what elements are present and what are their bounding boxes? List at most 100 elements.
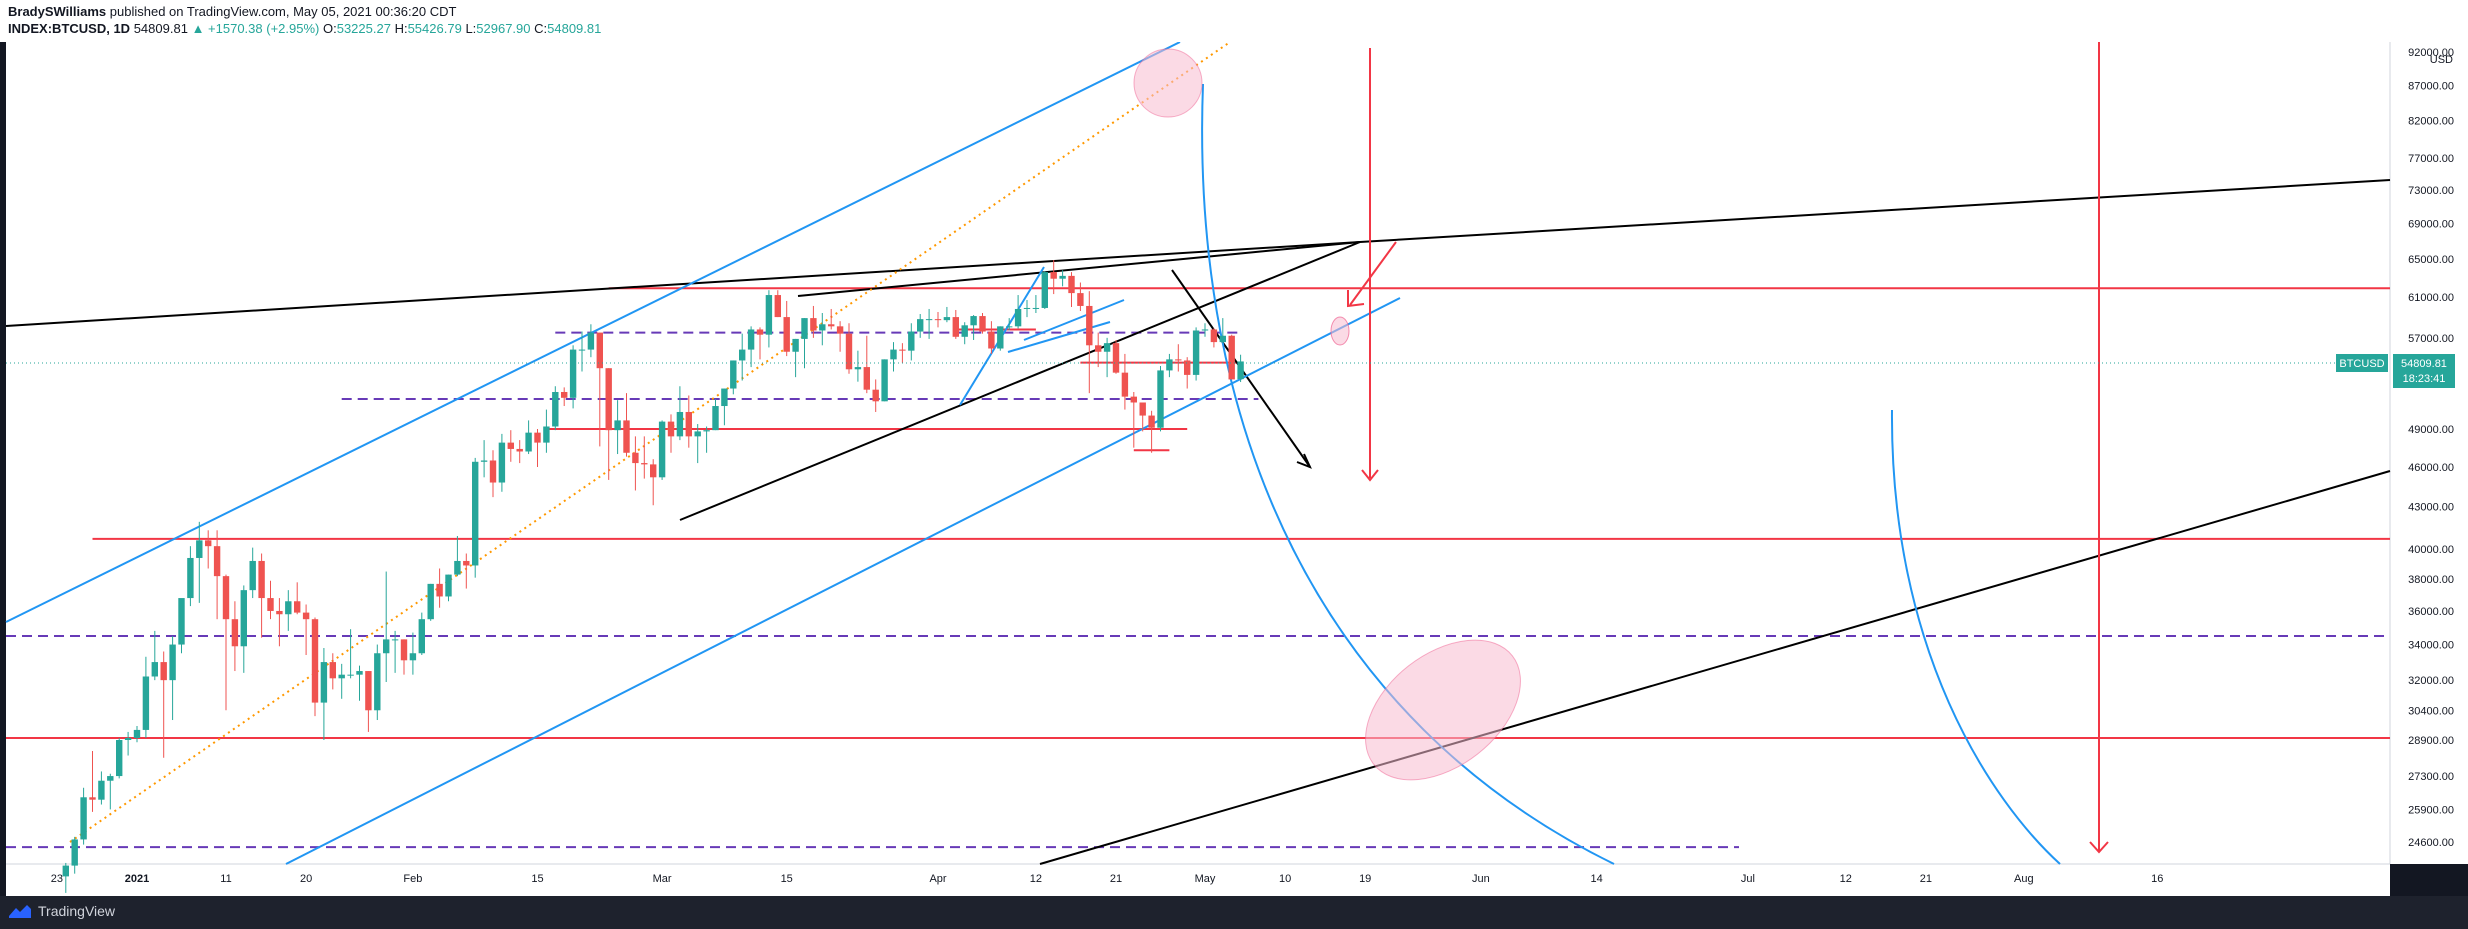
candle-body [543,426,550,443]
candle-body [863,367,870,390]
black-trendline [1039,470,2391,865]
candle-body [311,619,319,703]
candle-body [1095,345,1102,352]
candle-body [525,432,532,452]
candle-body [249,560,256,591]
time-axis[interactable] [6,864,2390,896]
candle-body [1175,359,1182,361]
price-tag-value: 54809.81 [2401,358,2447,370]
candle-body [374,653,381,711]
candle-body [472,461,479,566]
candle-body [391,639,399,641]
candle-body [845,333,853,370]
candle-body [1184,360,1191,375]
blue-channel-line [1023,299,1125,341]
candle-body [169,644,176,681]
candle-body [1032,307,1040,309]
candle-body [552,391,559,427]
price-tick-label: 57000.00 [2408,333,2454,345]
candle-body [694,431,701,437]
candle-body [222,576,230,620]
publish-date: published on TradingView.com, May 05, 20… [109,4,457,19]
candle-body [623,420,630,453]
candle-body [1059,275,1066,279]
candle-body [480,460,488,462]
candle-body [1157,370,1164,428]
candle-body [1166,359,1173,371]
price-change: ▲ +1570.38 (+2.95%) [191,21,320,36]
red-diagonal-arrow [1349,241,1397,306]
candle-body [961,325,968,337]
candle-body [1050,272,1057,279]
candle-body [658,421,666,478]
candle-body [1121,372,1129,397]
price-tick-label: 43000.00 [2408,502,2454,514]
candle-body [605,368,612,431]
candle-body [756,329,764,335]
last-price: 54809.81 [133,21,188,36]
blue-channel-line [1007,321,1111,353]
candle-body [881,359,888,402]
candle-body [409,653,417,661]
time-tick-label: Apr [929,873,946,885]
candle-body [1201,329,1209,331]
candle-body [178,598,185,645]
candle-body [151,662,158,677]
price-tick-label: 30400.00 [2408,705,2454,717]
price-chart[interactable]: 92000.00 87000.00 82000.00 77000.00 73000.00… [0,42,2468,896]
candle-body [872,389,879,402]
candle-body [979,316,986,332]
candle-body [276,610,283,615]
price-tick-label: 82000.00 [2408,116,2454,128]
time-tick-label: 21 [1110,873,1122,885]
time-tick-label: 20 [300,873,312,885]
blue-channel-line [5,42,1181,623]
price-tick-label: 65000.00 [2408,254,2454,266]
highlight-ellipse [1330,316,1350,346]
candle-body [943,317,951,321]
candle-body [294,601,301,613]
candle-body [436,583,443,597]
header-bar: BradySWilliams published on TradingView.… [0,0,2468,42]
candle-body [400,639,408,661]
candle-body [988,331,995,349]
candle-body [917,319,924,332]
price-tick-label: 61000.00 [2408,292,2454,304]
blue-arc [1201,83,1615,865]
candle-body [1023,307,1031,309]
candle-body [792,338,799,352]
candle-body [142,676,150,730]
candle-body [285,601,292,615]
candle-body [747,329,755,350]
candle-body [1086,305,1093,346]
time-tick-label: 12 [1840,873,1852,885]
candle-body [187,557,194,599]
chart-pane[interactable] [6,42,2390,864]
candle-body [347,674,354,676]
time-tick-label: 14 [1590,873,1602,885]
candle-body [1139,402,1146,416]
red-arrowhead [2089,841,2109,854]
price-axis[interactable] [2390,42,2468,864]
price-tick-label: 49000.00 [2408,424,2454,436]
candle-body [890,349,897,360]
candle-body [641,463,648,465]
candle-body [160,662,167,681]
candle-body [569,349,577,398]
candle-body [667,421,675,437]
time-tick-label: 12 [1030,873,1042,885]
candle-body [107,776,114,781]
price-tick-label: 25900.00 [2408,804,2454,816]
candle-body [71,839,78,866]
candle-body [587,332,595,350]
time-axis-labels: 23 2021 11 20 Feb 15 Mar 15 Apr 12 21 May 10 19 Jun 14 J… [51,873,2164,885]
author-name[interactable]: BradySWilliams [8,4,107,19]
tradingview-logo[interactable]: TradingView [8,903,115,919]
candle-body [801,318,808,339]
highlight-ellipse [1133,48,1203,118]
price-tick-label: 27300.00 [2408,771,2454,783]
candle-body [498,442,506,483]
candle-body [1041,272,1048,308]
candle-body [1130,396,1137,403]
time-tick-label: 2021 [125,873,149,885]
